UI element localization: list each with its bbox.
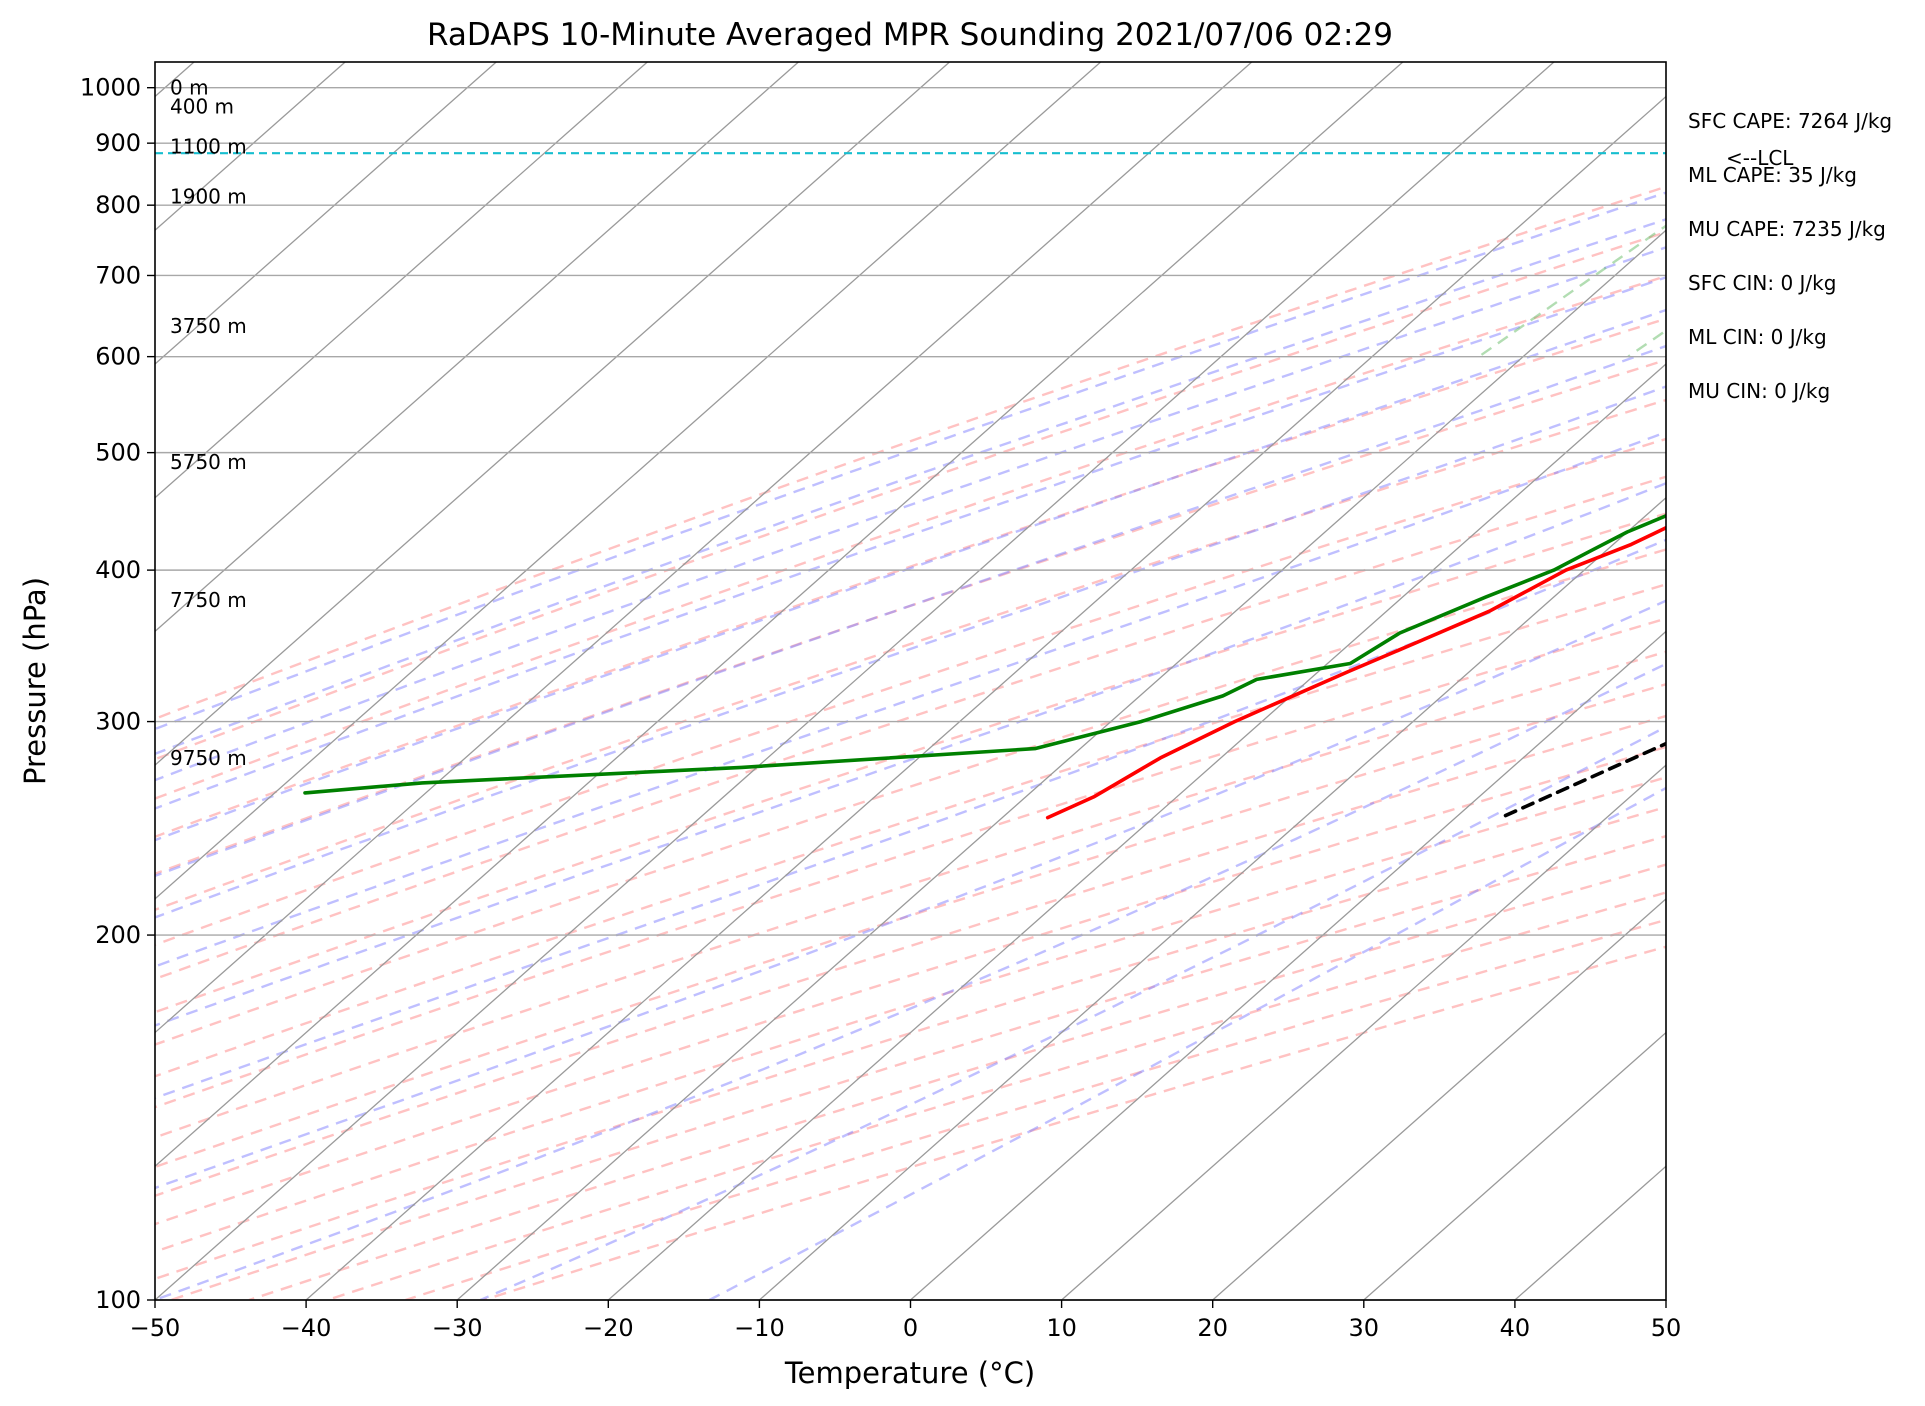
y-tick-label: 400 [95, 556, 141, 584]
y-tick-label: 800 [95, 191, 141, 219]
mixing-ratio-line [1751, 62, 1925, 357]
height-label: 1100 m [170, 135, 247, 159]
lcl-label: <--LCL [1726, 146, 1794, 170]
temperature-line [1045, 525, 1666, 820]
moist-adiabat [155, 538, 1666, 1100]
dry-adiabat [155, 398, 1666, 912]
isotherm [155, 62, 1102, 900]
stability-index: SFC CAPE: 7264 J/kg [1688, 109, 1892, 133]
x-tick-label: −50 [130, 1314, 181, 1342]
isotherm [305, 95, 1666, 1300]
dry-adiabat [155, 437, 1666, 947]
isotherm [1061, 764, 1666, 1300]
y-axis-label: Pressure (hPa) [18, 577, 52, 785]
mixing-ratio-line [1478, 224, 1666, 358]
chart-title: RaDAPS 10-Minute Averaged MPR Sounding 2… [427, 17, 1393, 53]
dry-adiabat [155, 583, 1666, 1078]
height-label: 5750 m [170, 450, 247, 474]
stability-index: SFC CIN: 0 J/kg [1688, 271, 1836, 295]
dry-adiabat [155, 650, 1666, 1139]
dry-adiabat [155, 512, 1666, 1014]
dewpoint-line [303, 513, 1666, 795]
y-tick-label: 300 [95, 708, 141, 736]
x-tick-label: 50 [1651, 1314, 1682, 1342]
sounding-series [303, 513, 1666, 820]
y-tick-label: 1000 [80, 74, 141, 102]
x-tick-label: 30 [1349, 1314, 1380, 1342]
isotherm [1665, 1299, 1666, 1300]
dry-adiabat [155, 682, 1666, 1169]
y-tick-label: 100 [95, 1286, 141, 1314]
isotherm [155, 62, 799, 633]
moist-adiabat [155, 430, 1666, 968]
stability-index: ML CIN: 0 J/kg [1688, 325, 1827, 349]
moist-adiabat [155, 599, 1666, 1190]
mixing-ratio-line [1882, 62, 1925, 357]
isotherm [910, 630, 1666, 1300]
background-lines [155, 62, 1925, 1300]
isotherm [456, 229, 1666, 1300]
stability-index: MU CIN: 0 J/kg [1688, 379, 1830, 403]
moist-adiabat [155, 191, 1666, 731]
x-axis-label: Temperature (°C) [784, 1356, 1035, 1390]
stability-indices: SFC CAPE: 7264 J/kg ML CAPE: 35 J/kg MU CA… [1688, 109, 1892, 403]
height-label: 3750 m [170, 314, 247, 338]
y-tick-label: 600 [95, 343, 141, 371]
mixing-ratio-line [1627, 329, 1666, 358]
x-tick-label: 0 [903, 1314, 918, 1342]
x-tick-label: 10 [1046, 1314, 1077, 1342]
isotherm [155, 62, 648, 499]
x-tick-label: −20 [583, 1314, 634, 1342]
height-label: 400 m [170, 94, 234, 118]
moist-adiabat [155, 276, 1666, 810]
dry-adiabat [155, 185, 1666, 721]
x-tick-label: −10 [734, 1314, 785, 1342]
isotherm [155, 62, 950, 767]
dry-adiabat [155, 317, 1666, 839]
isotherm [1363, 1031, 1666, 1300]
height-labels: 9750 m 7750 m 5750 m 3750 m 1900 m 1100 m 400 … [170, 76, 247, 770]
height-label: 9750 m [170, 746, 247, 770]
stability-index: MU CAPE: 7235 J/kg [1688, 217, 1886, 241]
dry-adiabat [155, 745, 1666, 1226]
height-label: 1900 m [170, 185, 247, 209]
isotherm [758, 496, 1666, 1300]
height-label: 7750 m [170, 588, 247, 612]
x-axis-ticks: −50 −40 −30 −20 −10 0 10 20 30 40 50 [130, 1300, 1682, 1342]
x-tick-label: 20 [1197, 1314, 1228, 1342]
y-tick-label: 900 [95, 129, 141, 157]
moist-adiabat [155, 481, 1666, 1027]
height-label: 0 m [170, 76, 209, 100]
y-tick-label: 700 [95, 261, 141, 289]
y-tick-label: 200 [95, 921, 141, 949]
isotherm [155, 62, 1253, 1034]
x-tick-label: −30 [432, 1314, 483, 1342]
moist-adiabat [155, 218, 1666, 756]
isotherm [155, 62, 497, 365]
stability-index: ML CAPE: 35 J/kg [1688, 163, 1857, 187]
x-tick-label: 40 [1500, 1314, 1531, 1342]
x-tick-label: −40 [281, 1314, 332, 1342]
y-tick-label: 500 [95, 439, 141, 467]
dry-adiabat [155, 714, 1666, 1198]
lcl-marker: <--LCL [155, 146, 1794, 170]
isotherm [1212, 897, 1666, 1300]
dry-adiabat [155, 230, 1666, 761]
isotherm [155, 62, 1555, 1300]
y-axis-ticks: 100 200 300 400 500 600 700 800 900 1000 [80, 74, 155, 1314]
isotherm [155, 62, 1404, 1168]
isotherm [607, 363, 1666, 1300]
moist-adiabat [155, 344, 1666, 878]
moist-adiabat [155, 385, 1666, 919]
